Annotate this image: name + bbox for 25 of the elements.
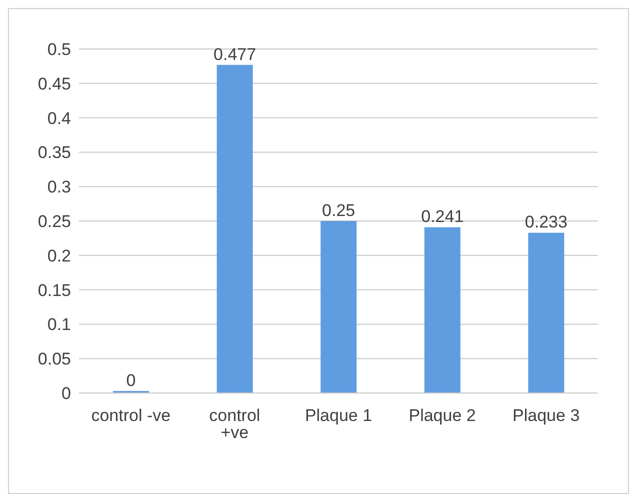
bar xyxy=(528,232,564,393)
x-tick-label: control +ve xyxy=(209,406,260,442)
y-tick-label: 0.2 xyxy=(47,246,71,266)
x-tick-label: Plaque 2 xyxy=(408,406,476,426)
bar xyxy=(216,64,253,393)
data-label: 0 xyxy=(126,371,136,390)
y-tick-label: 0.15 xyxy=(38,280,71,300)
data-label: 0.477 xyxy=(214,44,256,64)
x-tick-label: Plaque 3 xyxy=(512,406,580,426)
y-tick-label: 0 xyxy=(62,384,71,404)
y-tick-label: 0.3 xyxy=(47,178,71,197)
y-tick-label: 0.05 xyxy=(38,350,71,369)
data-label: 0.25 xyxy=(322,201,356,220)
y-tick-label: 0.45 xyxy=(38,74,71,94)
bar xyxy=(424,227,460,393)
x-tick-label: Plaque 1 xyxy=(304,406,372,426)
y-tick-label: 0.4 xyxy=(47,108,71,128)
y-tick-label: 0.1 xyxy=(47,315,71,334)
y-tick-label: 0.25 xyxy=(38,212,71,232)
y-tick-label: 0.5 xyxy=(47,40,71,60)
data-label: 0.233 xyxy=(524,212,568,232)
x-tick-label: control -ve xyxy=(91,406,171,426)
data-label: 0.241 xyxy=(421,207,464,226)
y-tick-label: 0.35 xyxy=(38,143,71,162)
bar xyxy=(320,221,357,393)
